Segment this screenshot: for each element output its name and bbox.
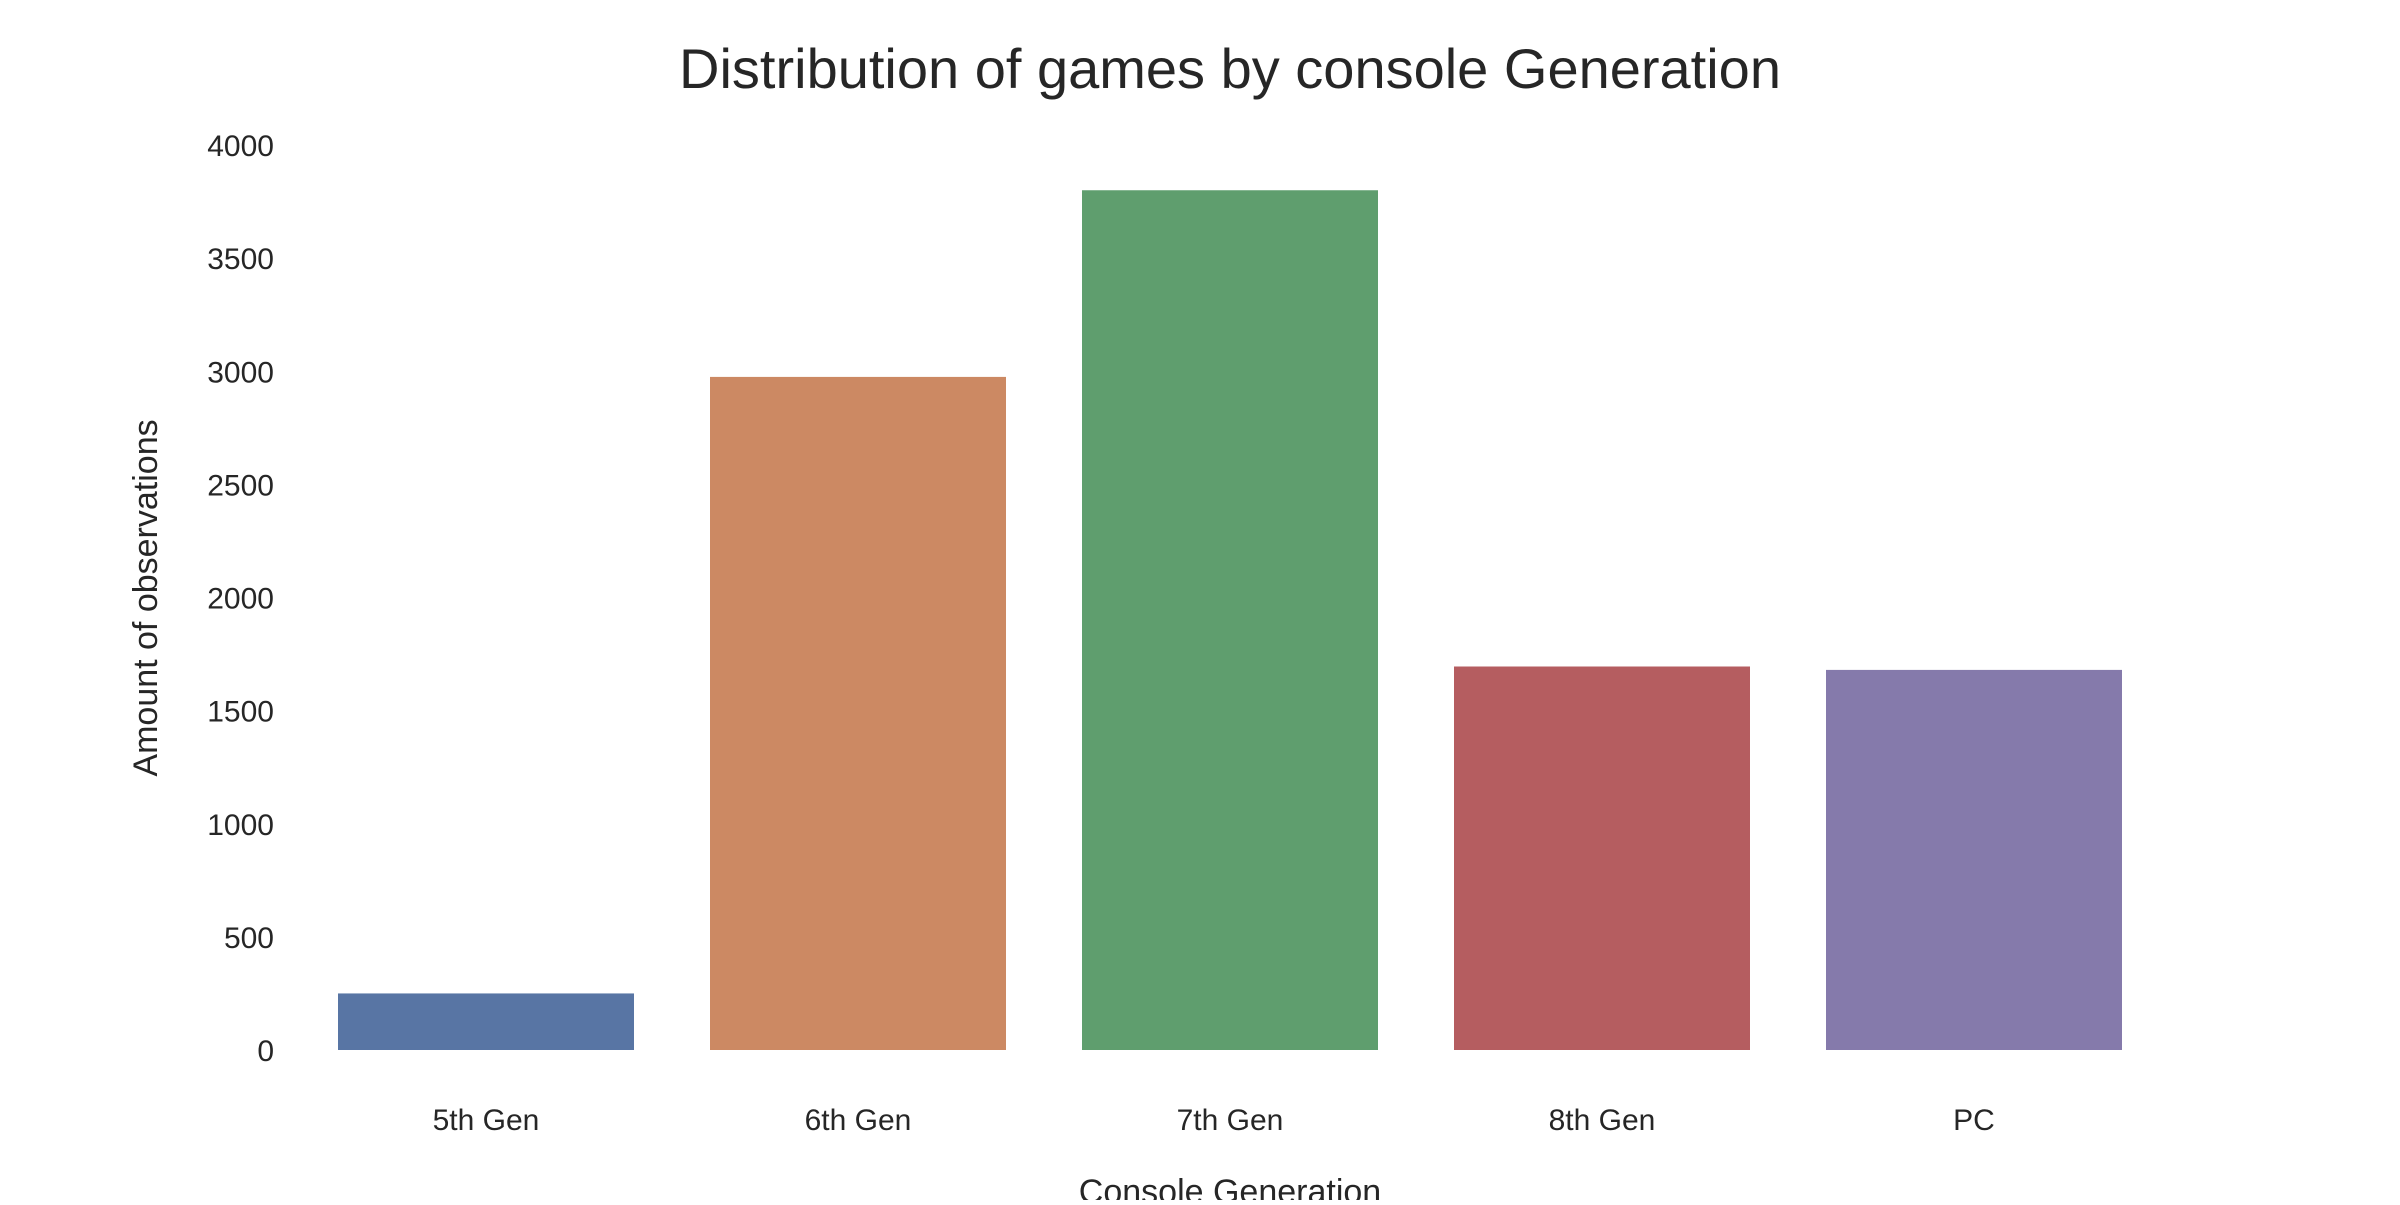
- x-axis-label: Console Generation: [1079, 1173, 1381, 1200]
- x-tick-labels: 5th Gen 6th Gen 7th Gen 8th Gen PC: [433, 1104, 1995, 1137]
- x-tick-label: 5th Gen: [433, 1104, 540, 1137]
- bar-8th-gen: [1454, 666, 1750, 1050]
- y-axis-label: Amount of observations: [127, 419, 165, 776]
- bar-6th-gen: [710, 376, 1006, 1050]
- y-tick-label: 1500: [207, 696, 274, 729]
- chart-title: Distribution of games by console Generat…: [679, 37, 1781, 100]
- bar-7th-gen: [1082, 190, 1378, 1050]
- x-tick-label: 6th Gen: [805, 1104, 912, 1137]
- y-tick-label: 4000: [207, 130, 274, 163]
- x-tick-label: PC: [1953, 1104, 1995, 1137]
- y-tick-labels: 0 500 1000 1500 2000 2500 3000 3500 4000: [207, 130, 274, 1068]
- bars: [338, 190, 2122, 1050]
- x-tick-label: 8th Gen: [1549, 1104, 1656, 1137]
- y-tick-label: 3000: [207, 356, 274, 389]
- y-tick-label: 2000: [207, 583, 274, 616]
- bar-pc: [1826, 669, 2122, 1050]
- y-tick-label: 3500: [207, 243, 274, 276]
- bar-5th-gen: [338, 993, 634, 1050]
- y-tick-label: 500: [224, 922, 274, 955]
- y-tick-label: 2500: [207, 469, 274, 502]
- y-tick-label: 1000: [207, 809, 274, 842]
- y-tick-label: 0: [257, 1035, 274, 1068]
- x-tick-label: 7th Gen: [1177, 1104, 1284, 1137]
